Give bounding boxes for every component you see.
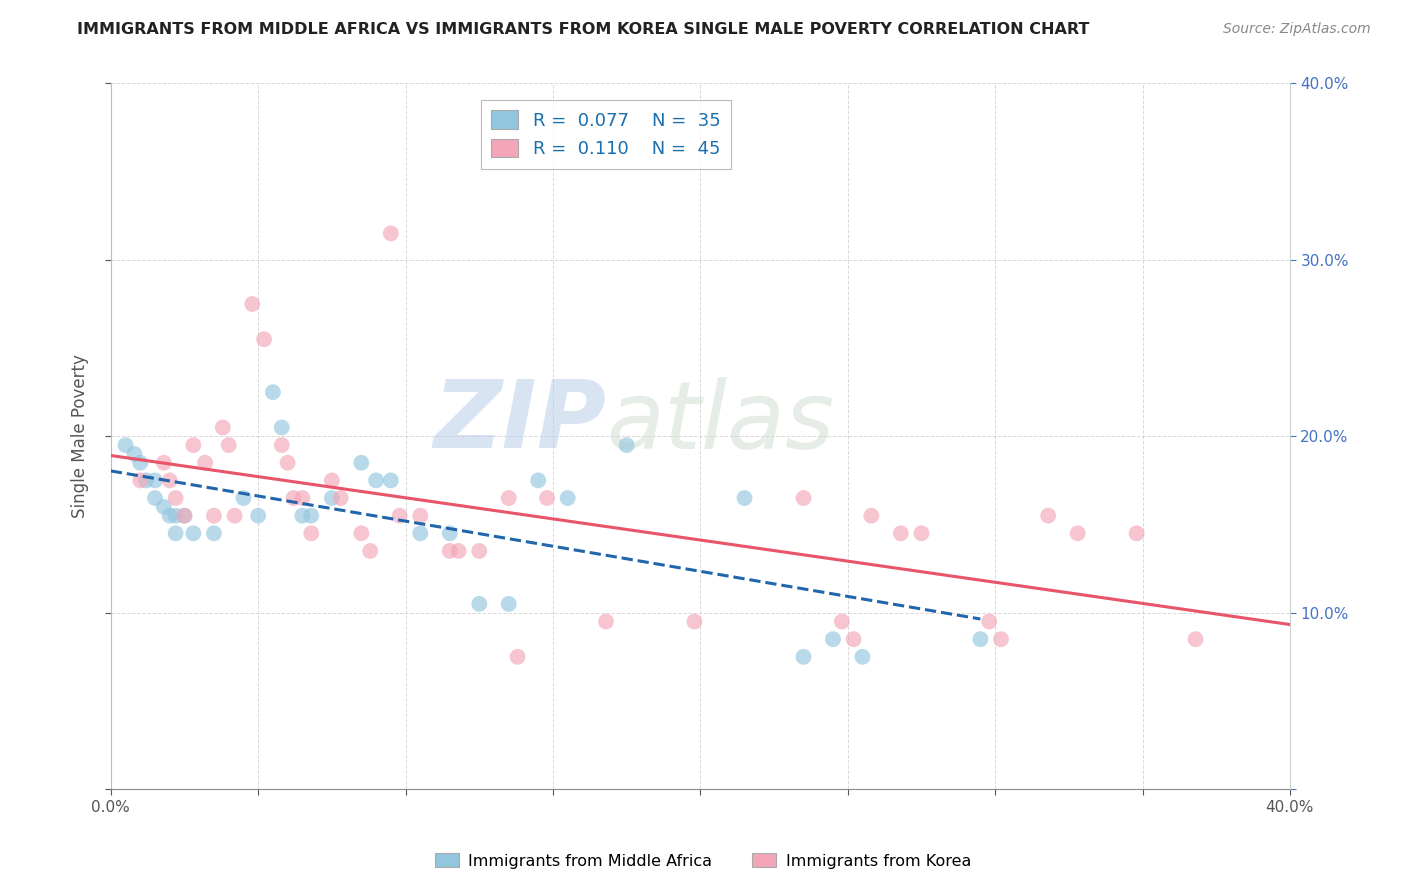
Point — [439, 544, 461, 558]
Point — [498, 597, 520, 611]
Point — [536, 491, 558, 505]
Point — [329, 491, 352, 505]
Point — [143, 491, 166, 505]
Point — [143, 474, 166, 488]
Point — [159, 474, 181, 488]
Text: Source: ZipAtlas.com: Source: ZipAtlas.com — [1223, 22, 1371, 37]
Point — [165, 526, 187, 541]
Point — [380, 474, 402, 488]
Point — [159, 508, 181, 523]
Point — [380, 227, 402, 241]
Point — [173, 508, 195, 523]
Point — [595, 615, 617, 629]
Point — [842, 632, 865, 647]
Point — [831, 615, 853, 629]
Point — [218, 438, 240, 452]
Point — [202, 508, 225, 523]
Point — [211, 420, 233, 434]
Point — [321, 474, 343, 488]
Point — [527, 474, 550, 488]
Point — [969, 632, 991, 647]
Point — [240, 297, 263, 311]
Point — [792, 491, 814, 505]
Text: atlas: atlas — [606, 376, 834, 467]
Point — [439, 526, 461, 541]
Point — [129, 456, 152, 470]
Y-axis label: Single Male Poverty: Single Male Poverty — [72, 354, 89, 518]
Point — [979, 615, 1001, 629]
Point — [388, 508, 411, 523]
Point — [194, 456, 217, 470]
Point — [1184, 632, 1206, 647]
Text: ZIP: ZIP — [433, 376, 606, 468]
Point — [1066, 526, 1088, 541]
Point — [232, 491, 254, 505]
Point — [283, 491, 305, 505]
Point — [1125, 526, 1147, 541]
Point — [409, 526, 432, 541]
Point — [468, 597, 491, 611]
Point — [498, 491, 520, 505]
Point — [135, 474, 157, 488]
Point — [359, 544, 381, 558]
Point — [181, 526, 204, 541]
Point — [821, 632, 844, 647]
Point — [860, 508, 883, 523]
Point — [247, 508, 270, 523]
Point — [321, 491, 343, 505]
Point — [990, 632, 1012, 647]
Point — [165, 491, 187, 505]
Point — [299, 508, 322, 523]
Point — [253, 332, 276, 346]
Point — [506, 649, 529, 664]
Point — [129, 474, 152, 488]
Point — [557, 491, 579, 505]
Text: IMMIGRANTS FROM MIDDLE AFRICA VS IMMIGRANTS FROM KOREA SINGLE MALE POVERTY CORRE: IMMIGRANTS FROM MIDDLE AFRICA VS IMMIGRA… — [77, 22, 1090, 37]
Point — [1038, 508, 1060, 523]
Legend: Immigrants from Middle Africa, Immigrants from Korea: Immigrants from Middle Africa, Immigrant… — [429, 847, 977, 875]
Point — [734, 491, 756, 505]
Point — [409, 508, 432, 523]
Point — [792, 649, 814, 664]
Point — [890, 526, 912, 541]
Point — [114, 438, 136, 452]
Point — [173, 508, 195, 523]
Point — [202, 526, 225, 541]
Point — [447, 544, 470, 558]
Legend: R =  0.077    N =  35, R =  0.110    N =  45: R = 0.077 N = 35, R = 0.110 N = 45 — [481, 100, 731, 169]
Point — [153, 456, 176, 470]
Point — [270, 420, 292, 434]
Point — [299, 526, 322, 541]
Point — [851, 649, 873, 664]
Point — [364, 474, 387, 488]
Point — [262, 385, 284, 400]
Point — [350, 456, 373, 470]
Point — [277, 456, 299, 470]
Point — [616, 438, 638, 452]
Point — [181, 438, 204, 452]
Point — [124, 447, 146, 461]
Point — [910, 526, 932, 541]
Point — [153, 500, 176, 514]
Point — [291, 491, 314, 505]
Point — [683, 615, 706, 629]
Point — [468, 544, 491, 558]
Point — [270, 438, 292, 452]
Point — [224, 508, 246, 523]
Point — [165, 508, 187, 523]
Point — [350, 526, 373, 541]
Point — [291, 508, 314, 523]
